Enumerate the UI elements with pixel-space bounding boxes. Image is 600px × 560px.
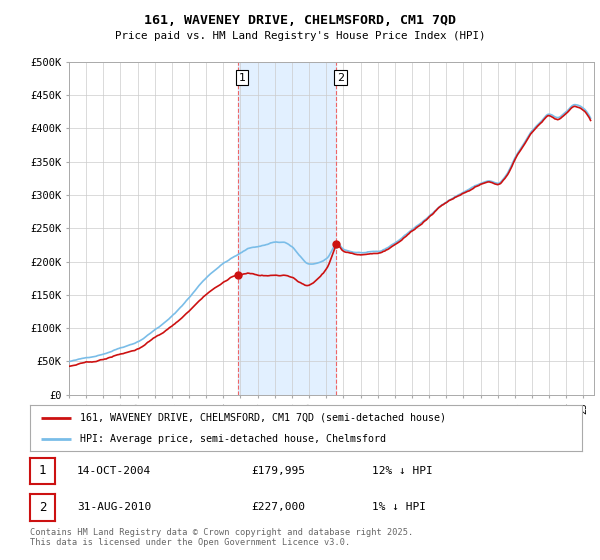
Text: £227,000: £227,000 (251, 502, 305, 512)
Text: 12% ↓ HPI: 12% ↓ HPI (372, 466, 433, 476)
Text: Price paid vs. HM Land Registry's House Price Index (HPI): Price paid vs. HM Land Registry's House … (115, 31, 485, 41)
Text: £179,995: £179,995 (251, 466, 305, 476)
Text: HPI: Average price, semi-detached house, Chelmsford: HPI: Average price, semi-detached house,… (80, 435, 386, 444)
Text: 161, WAVENEY DRIVE, CHELMSFORD, CM1 7QD (semi-detached house): 161, WAVENEY DRIVE, CHELMSFORD, CM1 7QD … (80, 413, 446, 423)
Text: 1: 1 (39, 464, 46, 478)
Text: Contains HM Land Registry data © Crown copyright and database right 2025.
This d: Contains HM Land Registry data © Crown c… (30, 528, 413, 547)
Text: 1: 1 (238, 73, 245, 82)
Text: 2: 2 (337, 73, 344, 82)
Text: 1% ↓ HPI: 1% ↓ HPI (372, 502, 426, 512)
Bar (238, 62, 336, 395)
Text: 2: 2 (39, 501, 46, 514)
Text: 14-OCT-2004: 14-OCT-2004 (77, 466, 151, 476)
Text: 31-AUG-2010: 31-AUG-2010 (77, 502, 151, 512)
Text: 161, WAVENEY DRIVE, CHELMSFORD, CM1 7QD: 161, WAVENEY DRIVE, CHELMSFORD, CM1 7QD (144, 14, 456, 27)
